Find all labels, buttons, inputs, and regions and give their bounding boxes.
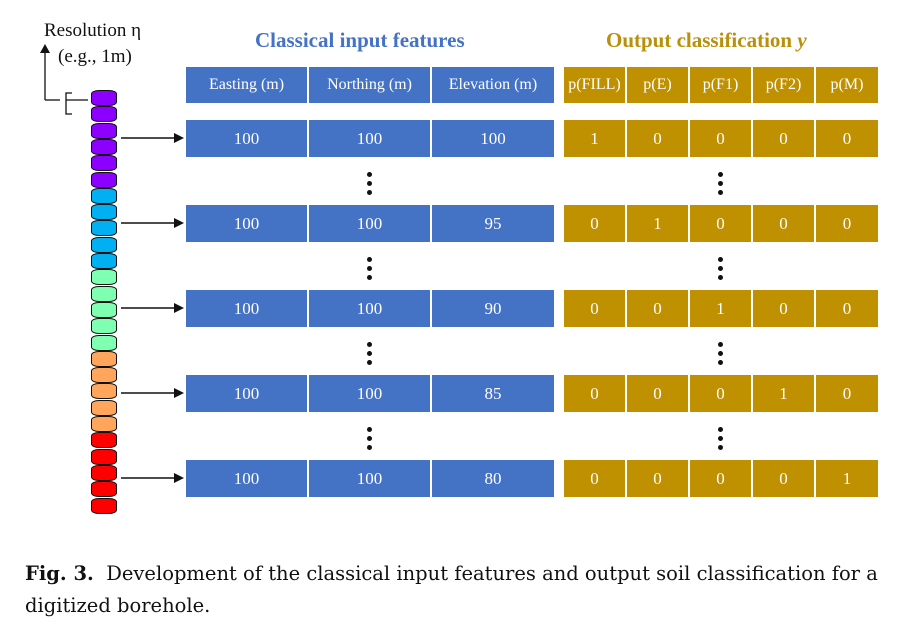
- borehole-segment: [91, 448, 117, 465]
- borehole-segment: [91, 269, 117, 286]
- output-column-header: p(F1): [690, 67, 751, 103]
- input-cell: 100: [432, 120, 554, 157]
- input-column-header: Northing (m): [309, 67, 430, 103]
- resolution-example: (e.g., 1m): [58, 46, 132, 67]
- output-column-header: p(F2): [753, 67, 814, 103]
- output-cell: 0: [816, 375, 878, 412]
- resolution-label: Resolution η: [44, 20, 141, 42]
- output-cell: 0: [564, 290, 625, 327]
- input-cell: 90: [432, 290, 554, 327]
- ellipsis-icon: [367, 172, 373, 199]
- input-cell: 100: [309, 205, 430, 242]
- borehole-segment: [91, 204, 117, 221]
- output-cell: 1: [816, 460, 878, 497]
- classical-features-title: Classical input features: [255, 28, 465, 52]
- borehole-segment: [91, 383, 117, 400]
- borehole-segment: [91, 187, 117, 204]
- figure-caption: Fig. 3. Development of the classical inp…: [25, 558, 905, 622]
- input-column-header: Easting (m): [186, 67, 307, 103]
- arrow-icon: [121, 388, 184, 398]
- input-cell: 100: [309, 120, 430, 157]
- output-cell: 1: [690, 290, 751, 327]
- borehole-segment: [91, 399, 117, 416]
- borehole-segment: [91, 253, 117, 269]
- borehole-segment: [91, 122, 117, 139]
- ellipsis-icon: [718, 257, 724, 284]
- borehole-segment: [91, 155, 117, 172]
- borehole-segment: [91, 350, 117, 367]
- output-cell: 1: [564, 120, 625, 157]
- resolution-label-line1: Resolution η: [44, 20, 142, 41]
- output-cell: 0: [690, 120, 751, 157]
- output-cell: 0: [627, 375, 688, 412]
- input-cell: 80: [432, 460, 554, 497]
- output-cell: 1: [753, 375, 814, 412]
- input-cell: 100: [186, 460, 307, 497]
- borehole-segment: [91, 171, 117, 188]
- input-cell: 100: [309, 375, 430, 412]
- borehole-segment: [91, 285, 117, 302]
- output-cell: 0: [816, 120, 878, 157]
- output-cell: 0: [564, 460, 625, 497]
- arrow-icon: [121, 303, 184, 313]
- input-cell: 100: [186, 205, 307, 242]
- input-cell: 100: [309, 290, 430, 327]
- output-cell: 0: [816, 290, 878, 327]
- borehole-segment: [91, 334, 117, 351]
- output-cell: 0: [690, 460, 751, 497]
- ellipsis-icon: [718, 427, 724, 454]
- ellipsis-icon: [367, 427, 373, 454]
- output-cell: 0: [564, 205, 625, 242]
- borehole-segment: [91, 416, 117, 432]
- output-classification-title: Output classification y: [606, 28, 807, 52]
- borehole-segment: [91, 318, 117, 335]
- input-cell: 100: [186, 375, 307, 412]
- output-cell: 0: [753, 290, 814, 327]
- output-column-header: p(E): [627, 67, 688, 103]
- caption-text: Development of the classical input featu…: [25, 562, 878, 617]
- input-cell: 95: [432, 205, 554, 242]
- borehole-segment: [91, 367, 117, 384]
- borehole-segment: [91, 90, 117, 106]
- ellipsis-icon: [718, 342, 724, 369]
- output-cell: 0: [753, 460, 814, 497]
- output-cell: 0: [690, 375, 751, 412]
- borehole-segment: [91, 301, 117, 318]
- output-cell: 0: [753, 120, 814, 157]
- ellipsis-icon: [367, 257, 373, 284]
- output-cell: 0: [627, 120, 688, 157]
- borehole-segment: [91, 220, 117, 237]
- input-cell: 85: [432, 375, 554, 412]
- borehole-segment: [91, 481, 117, 498]
- caption-label: Fig. 3.: [25, 562, 94, 585]
- borehole-segment: [91, 464, 117, 481]
- output-cell: 0: [564, 375, 625, 412]
- ellipsis-icon: [367, 342, 373, 369]
- borehole-segment: [91, 106, 117, 123]
- input-cell: 100: [186, 120, 307, 157]
- output-column-header: p(FILL): [564, 67, 625, 103]
- arrow-icon: [121, 133, 184, 143]
- input-column-header: Elevation (m): [432, 67, 554, 103]
- borehole-segment: [91, 138, 117, 155]
- input-cell: 100: [186, 290, 307, 327]
- input-cell: 100: [309, 460, 430, 497]
- output-column-header: p(M): [816, 67, 878, 103]
- borehole-segment: [91, 497, 117, 514]
- borehole-segment: [91, 236, 117, 253]
- output-cell: 0: [690, 205, 751, 242]
- output-cell: 0: [753, 205, 814, 242]
- output-cell: 0: [816, 205, 878, 242]
- ellipsis-icon: [718, 172, 724, 199]
- output-cell: 0: [627, 460, 688, 497]
- borehole-segment: [91, 432, 117, 449]
- output-cell: 0: [627, 290, 688, 327]
- output-cell: 1: [627, 205, 688, 242]
- arrow-icon: [121, 473, 184, 483]
- arrow-icon: [121, 218, 184, 228]
